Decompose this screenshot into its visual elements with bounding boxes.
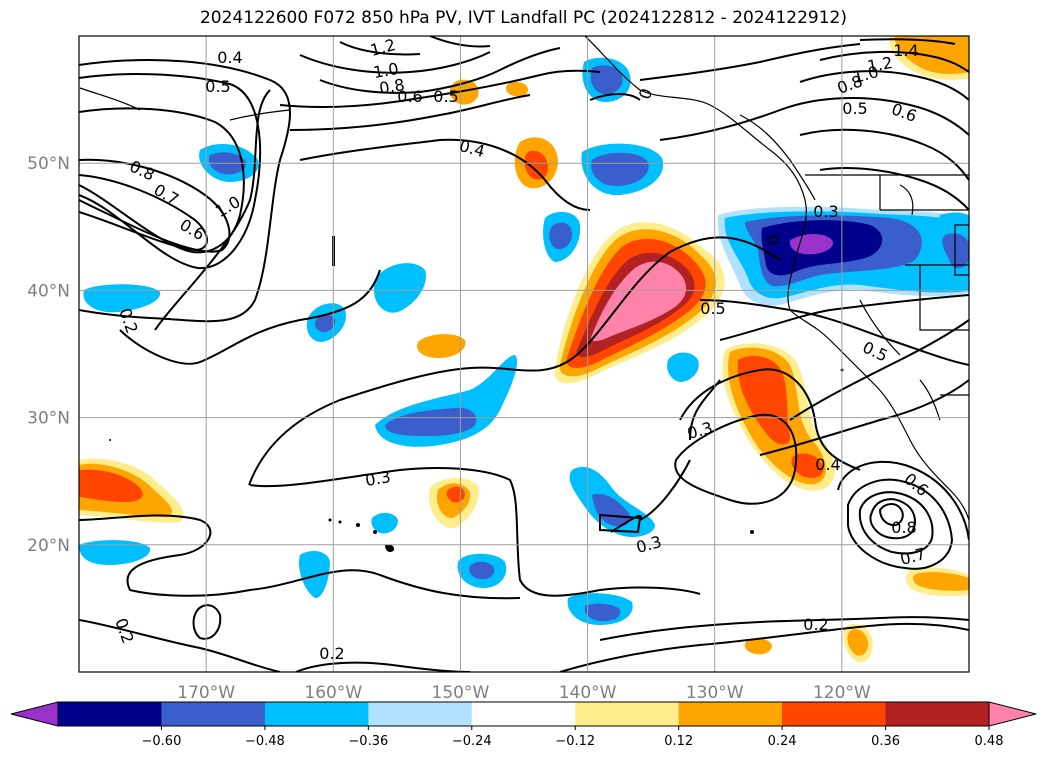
colorbar-segment	[368, 702, 473, 726]
lon-tick-label: 160°W	[304, 683, 362, 703]
negative-anomaly-blob	[373, 263, 426, 313]
lat-tick-label: 20°N	[27, 536, 70, 556]
contour-label: 0.5	[700, 299, 725, 318]
contour-label: 0.3	[813, 202, 838, 221]
map-title: 2024122600 F072 850 hPa PV, IVT Landfall…	[199, 8, 847, 28]
colorbar-tick-label: −0.48	[245, 734, 285, 749]
colorbar-segment	[161, 702, 266, 726]
colorbar-tick-label: 0.36	[871, 734, 900, 749]
colorbar-tick-label: −0.60	[142, 734, 182, 749]
contour-lines	[79, 36, 969, 672]
contour-label: 1.0	[372, 59, 400, 82]
latitude-labels: 20°N 30°N 40°N 50°N	[27, 154, 70, 556]
contour-labels: 0.40.51.21.00.80.6 0.51.41.21.00.80.5 0.60…	[111, 35, 932, 663]
colorbar-segment	[885, 702, 990, 726]
colorbar-extend-min	[10, 701, 59, 727]
map-plot-area: 0.40.51.21.00.80.6 0.51.41.21.00.80.5 0.60…	[79, 35, 969, 672]
gridlines	[79, 36, 969, 672]
colorbar-segment	[678, 702, 783, 726]
contour-label: 0.5	[205, 77, 230, 96]
contour-label: 0.6	[397, 87, 422, 106]
positive-anomaly-main	[554, 222, 725, 384]
lon-tick-label: 120°W	[813, 683, 871, 703]
contour-label: 0.3	[364, 467, 392, 490]
negative-anomaly-blob	[314, 314, 336, 333]
coastlines	[79, 36, 969, 521]
colorbar-segment	[782, 702, 887, 726]
negative-anomaly-blob	[549, 222, 572, 250]
contour-label: 0.5	[433, 87, 458, 106]
negative-anomaly-blob	[591, 152, 649, 186]
contour-label: 1.2	[866, 53, 894, 76]
negative-anomaly-pnw	[717, 206, 969, 306]
longitude-labels: 170°W 160°W 150°W 140°W 130°W 120°W	[177, 683, 871, 703]
colorbar-frame	[57, 701, 990, 727]
lat-tick-label: 40°N	[27, 281, 70, 301]
contour-label: 0.8	[891, 518, 916, 537]
colorbar-tick-label: 0.12	[664, 734, 693, 749]
contour-label: 1.2	[368, 35, 398, 60]
negative-anomaly-blob	[385, 407, 477, 436]
lon-tick-label: 130°W	[686, 683, 744, 703]
colorbar-tick-label: −0.36	[348, 734, 388, 749]
positive-anomaly-blob	[416, 334, 466, 358]
positive-anomaly-blob	[913, 572, 969, 591]
negative-anomaly-blob	[371, 512, 398, 534]
colorbar-extend-max	[988, 701, 1037, 727]
lat-tick-label: 50°N	[27, 154, 70, 174]
colorbar-tick-label: −0.24	[452, 734, 492, 749]
colorbar-tick-label: 0.24	[768, 734, 797, 749]
colorbar-segment	[471, 702, 576, 726]
positive-anomaly-blob	[894, 36, 969, 74]
positive-anomaly-blob	[744, 638, 772, 655]
colorbar-segment	[264, 702, 369, 726]
negative-anomaly-blob	[584, 603, 621, 622]
lon-tick-label: 170°W	[177, 683, 235, 703]
negative-anomaly-blob	[79, 540, 151, 565]
colorbar: −0.60 −0.48 −0.36 −0.24 −0.12 0.12 0.24 0.36 0.4…	[10, 701, 1037, 749]
positive-anomaly-blob	[79, 469, 143, 502]
contour-label: 0.5	[842, 99, 867, 118]
lon-tick-label: 150°W	[432, 683, 490, 703]
map-frame	[78, 35, 970, 673]
colorbar-segment	[58, 702, 162, 726]
positive-anomaly-offshore	[722, 343, 835, 491]
contour-label: 1.4	[893, 41, 918, 60]
negative-anomaly-blob	[667, 352, 699, 382]
negative-anomaly-blob	[83, 284, 161, 313]
contour-label: 0.2	[803, 615, 828, 634]
colorbar-tick-label: −0.12	[555, 734, 595, 749]
negative-anomaly-blob	[299, 550, 330, 599]
colorbar-segment	[575, 702, 680, 726]
negative-anomaly-blob	[469, 561, 495, 580]
positive-anomaly-blob	[506, 82, 528, 97]
colorbar-tick-label: 0.48	[975, 734, 1004, 749]
contour-label: 0.2	[319, 644, 344, 663]
negative-anomaly-blob	[592, 493, 631, 527]
lat-tick-label: 30°N	[27, 409, 70, 429]
lon-tick-label: 140°W	[559, 683, 617, 703]
positive-anomaly-blob	[524, 150, 548, 180]
positive-anomaly-blob	[847, 629, 869, 656]
contour-label: 0.4	[217, 48, 242, 67]
contour-label: 0.8	[378, 75, 406, 98]
contour-label: 0.4	[815, 455, 840, 474]
